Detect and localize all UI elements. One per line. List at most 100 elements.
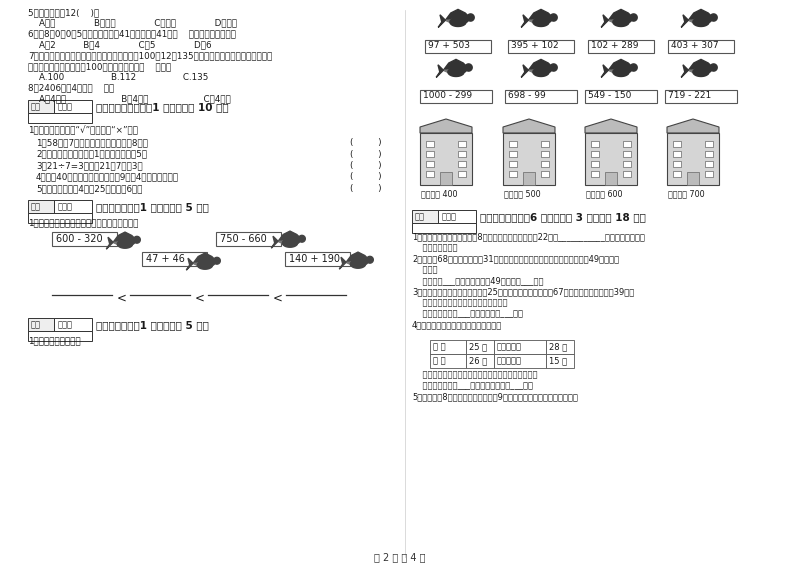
Bar [673, 171, 681, 177]
Polygon shape [282, 239, 298, 247]
Text: 403 + 307: 403 + 307 [671, 41, 718, 50]
Bar [420, 90, 492, 103]
Text: <: < [195, 292, 205, 305]
Text: 评卷人: 评卷人 [58, 102, 73, 111]
Bar [503, 133, 555, 185]
Bar [412, 210, 438, 223]
Polygon shape [118, 240, 133, 248]
Text: 得分: 得分 [31, 320, 41, 329]
Polygon shape [533, 18, 549, 27]
Text: 4．李星在自己班调查，得到如下数据：: 4．李星在自己班调查，得到如下数据： [412, 320, 502, 329]
Polygon shape [106, 237, 113, 249]
Polygon shape [193, 262, 212, 268]
Polygon shape [688, 68, 708, 76]
Bar [438, 210, 476, 223]
Text: 答：不会下围棋___人，不会下象棋的___人。: 答：不会下围棋___人，不会下象棋的___人。 [412, 381, 533, 390]
Polygon shape [608, 68, 628, 76]
Bar [285, 252, 350, 266]
Text: (         ): ( ) [350, 138, 382, 147]
Polygon shape [438, 15, 446, 27]
Bar [673, 141, 681, 147]
Text: 549 - 150: 549 - 150 [588, 92, 631, 101]
Text: 2．算盘的一个下珠表全1，一个上珠表示5。: 2．算盘的一个下珠表全1，一个上珠表示5。 [36, 150, 147, 159]
Text: 140 + 190: 140 + 190 [289, 254, 340, 264]
Text: A．2          B．4              C．5              D．6: A．2 B．4 C．5 D．6 [28, 41, 211, 49]
Bar [494, 340, 546, 354]
Bar [591, 161, 599, 167]
Bar [705, 141, 713, 147]
Bar [508, 40, 574, 53]
Bar [591, 171, 599, 177]
Text: 7．小红、小芳和小兰进行跳绳比赛，她们跳了100、12、135下，小红说：「我跳的不是最多」: 7．小红、小芳和小兰进行跳绳比赛，她们跳了100、12、135下，小红说：「我跳… [28, 51, 272, 60]
Bar [591, 151, 599, 157]
Polygon shape [710, 64, 718, 71]
Bar [705, 151, 713, 157]
Bar [28, 331, 92, 341]
Polygon shape [667, 119, 719, 133]
Bar [420, 133, 472, 185]
Text: 719 - 221: 719 - 221 [668, 92, 711, 101]
Text: 1000 - 299: 1000 - 299 [423, 92, 472, 101]
Polygon shape [113, 232, 137, 246]
Bar [430, 340, 466, 354]
Text: (         ): ( ) [350, 161, 382, 170]
Polygon shape [630, 14, 638, 21]
Bar [412, 223, 476, 233]
Bar [667, 133, 719, 185]
Polygon shape [113, 241, 132, 247]
Text: 4．要偐40个订案，每天最多可以9个，4天可以全部停。: 4．要偐40个订案，每天最多可以9个，4天可以全部停。 [36, 172, 179, 181]
Bar [665, 90, 737, 103]
Text: 会下围棋的: 会下围棋的 [497, 342, 522, 351]
Text: 8．2406中的4表示（    ）。: 8．2406中的4表示（ ）。 [28, 84, 114, 93]
Polygon shape [528, 68, 548, 76]
Bar [426, 171, 434, 177]
Bar [673, 151, 681, 157]
Bar [585, 133, 637, 185]
Bar [541, 141, 549, 147]
Text: (         ): ( ) [350, 172, 382, 181]
Text: 女 生: 女 生 [433, 357, 446, 366]
Polygon shape [503, 119, 555, 133]
Bar [458, 151, 466, 157]
Text: 5．儿童读物每本4元，25元錢可以6本。: 5．儿童读物每本4元，25元錢可以6本。 [36, 184, 142, 193]
Bar [54, 318, 92, 331]
Text: 得分: 得分 [31, 202, 41, 211]
Bar [668, 40, 734, 53]
Text: 395 + 102: 395 + 102 [511, 41, 558, 50]
Text: 1．估一估，连一连。: 1．估一估，连一连。 [28, 336, 81, 345]
Text: 26 人: 26 人 [469, 357, 487, 366]
Polygon shape [443, 59, 469, 74]
Polygon shape [339, 257, 346, 269]
Text: 得数接近 400: 得数接近 400 [421, 189, 458, 198]
Bar [458, 171, 466, 177]
Text: 答：三年级订了___份，四年级订___份。: 答：三年级订了___份，四年级订___份。 [412, 309, 523, 318]
Text: 1．58元瀂7元一支的钐笔，最多可以8支。: 1．58元瀂7元一支的钐笔，最多可以8支。 [36, 138, 148, 147]
Polygon shape [688, 10, 714, 24]
Text: 1．把下列算式按得数大小，从小到大排一行。: 1．把下列算式按得数大小，从小到大排一行。 [28, 218, 138, 227]
Bar [546, 340, 574, 354]
Polygon shape [602, 15, 608, 27]
Bar [458, 161, 466, 167]
Polygon shape [682, 15, 688, 27]
Text: 6．用8、0、0、5四张数字卡片摔41位数，能摔41成（    ）个不同的四位数。: 6．用8、0、0、5四张数字卡片摔41位数，能摔41成（ ）个不同的四位数。 [28, 29, 236, 38]
Bar [623, 141, 631, 147]
Polygon shape [350, 260, 366, 268]
Text: 。小芳说：「我刚好跳到100下」。小兰跳了（    ）下。: 。小芳说：「我刚好跳到100下」。小兰跳了（ ）下。 [28, 62, 171, 71]
Text: 得分: 得分 [415, 212, 425, 221]
Polygon shape [682, 65, 688, 77]
Text: 三年级订了多少份？四年级订多少份？: 三年级订了多少份？四年级订多少份？ [412, 298, 507, 307]
Polygon shape [436, 65, 443, 77]
Text: 她们班中，不会下围棋和不会下象棋的各有多少人？: 她们班中，不会下围棋和不会下象棋的各有多少人？ [412, 370, 538, 379]
Bar [54, 100, 92, 113]
Bar [541, 161, 549, 167]
Polygon shape [198, 261, 213, 270]
Text: A．米              B．分米              C．厘米              D．毫米: A．米 B．分米 C．厘米 D．毫米 [28, 19, 237, 28]
Polygon shape [366, 257, 374, 263]
Text: 八、解决问题（共6 小题，每题 3 分，共计 18 分）: 八、解决问题（共6 小题，每题 3 分，共计 18 分） [480, 212, 646, 222]
Text: 六、比一比（共1 大题，共计 5 分）: 六、比一比（共1 大题，共计 5 分） [96, 202, 209, 212]
Bar [705, 171, 713, 177]
Text: 得数接近 600: 得数接近 600 [586, 189, 622, 198]
Bar [426, 141, 434, 147]
Text: 会下象棋的: 会下象棋的 [497, 357, 522, 366]
Polygon shape [613, 18, 629, 27]
